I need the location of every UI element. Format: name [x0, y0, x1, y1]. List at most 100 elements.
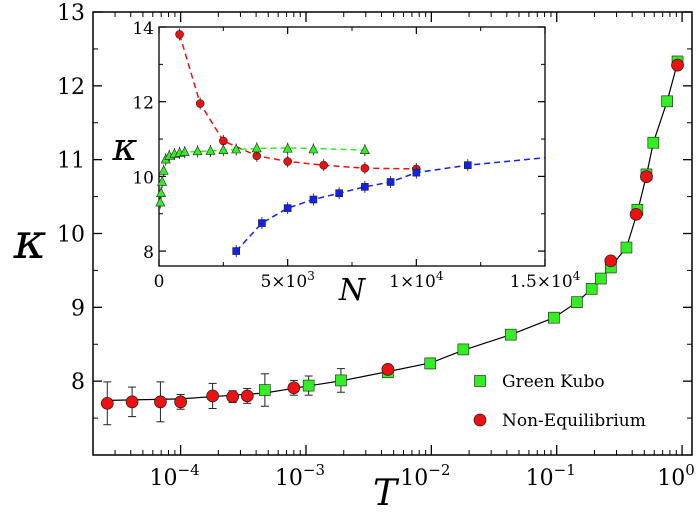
inset-point-triangle [308, 143, 319, 154]
inset-point-square [386, 178, 395, 186]
data-point-circle [640, 170, 653, 183]
inset-point-triangle [157, 176, 168, 186]
x-tick-exponent: −1 [554, 461, 576, 479]
y-tick-label: 11 [57, 149, 85, 174]
inset-point-square [309, 195, 318, 204]
inset-x-tick-base: 0 [154, 272, 165, 292]
data-point-circle [671, 58, 684, 72]
y-tick-label: 13 [57, 1, 85, 26]
data-point-square [585, 283, 598, 295]
inset-dashed-line [178, 34, 417, 170]
inset-x-tick-base: 1.5×10 [510, 272, 573, 292]
inset-x-tick-exponent: 3 [307, 269, 315, 283]
data-point-square [302, 379, 315, 392]
series-non-equilibrium [100, 58, 684, 426]
inset-point-circle [283, 157, 292, 166]
inset-point-circle [360, 163, 370, 173]
data-point-circle [226, 390, 239, 404]
y-axis-label: κ [13, 212, 47, 270]
data-point-square [457, 343, 470, 356]
x-tick-label: 10−3 [275, 461, 325, 491]
inset-point-triangle [179, 146, 190, 156]
inset-x-tick-label: 5×103 [260, 269, 314, 292]
legend: Green Kubo Non-Equilibrium [473, 372, 646, 431]
inset-series-square [232, 159, 472, 258]
inset-point-triangle [156, 187, 167, 197]
x-tick-label: 10−4 [150, 461, 200, 491]
inset-point-square [283, 204, 292, 212]
data-point-square [548, 311, 560, 324]
inset-point-square [258, 219, 266, 227]
data-point-circle [154, 395, 167, 409]
inset-x-tick-label: 1×104 [389, 269, 444, 292]
x-tick-exponent: −4 [178, 461, 200, 479]
inset-point-triangle [205, 145, 216, 155]
x-tick-label: 100 [657, 461, 695, 491]
data-point-circle [125, 395, 139, 409]
x-tick-base: 10 [526, 466, 554, 491]
data-point-circle [174, 395, 187, 409]
inset-point-triangle [282, 143, 293, 153]
main-data-marks [100, 55, 684, 426]
inset-point-circle [219, 136, 228, 146]
x-tick-label: 10−1 [526, 461, 576, 491]
inset-dashed-line [235, 156, 546, 252]
x-tick-base: 10 [400, 466, 428, 491]
x-tick-exponent: −2 [428, 461, 450, 479]
inset-y-tick-label: 12 [132, 94, 154, 114]
x-tick-exponent: −3 [303, 461, 325, 479]
legend-marker-square [474, 375, 486, 387]
inset-plot-frame [158, 26, 546, 267]
x-tick-base: 10 [657, 466, 685, 491]
inset-data-marks [155, 28, 472, 258]
inset-point-triangle [158, 165, 169, 175]
inset-series-triangle [155, 142, 370, 209]
data-point-circle [240, 389, 254, 403]
inset-point-circle [319, 160, 328, 170]
inset-x-tick-exponent: 4 [573, 269, 581, 283]
data-point-square [571, 296, 583, 308]
inset-x-axis-label: N [338, 273, 367, 308]
inset-point-triangle [155, 196, 166, 207]
inset-point-triangle [192, 145, 203, 156]
inset-x-tick-label: 0 [154, 272, 165, 292]
inset-x-tick-exponent: 4 [436, 269, 444, 283]
x-tick-base: 10 [275, 466, 303, 491]
y-tick-label: 9 [71, 296, 85, 321]
data-point-square [595, 272, 607, 285]
data-point-square [335, 374, 347, 387]
inset-y-axis-label: κ [112, 125, 138, 169]
data-point-square [424, 357, 437, 370]
inset-x-tick-label: 1.5×104 [510, 269, 581, 292]
inset-point-square [232, 247, 240, 255]
legend-label: Non-Equilibrium [502, 411, 646, 431]
inset-point-square [335, 189, 343, 197]
inset-point-triangle [359, 144, 370, 155]
data-point-square [661, 95, 673, 108]
inset-point-circle [195, 99, 205, 108]
data-point-square [504, 328, 517, 341]
legend-label: Green Kubo [502, 372, 605, 392]
inset-y-tick-label: 10 [132, 168, 154, 188]
inset-point-triangle [251, 142, 262, 153]
inset-point-triangle [218, 144, 229, 155]
legend-marker-circle [473, 413, 487, 427]
y-tick-label: 8 [71, 370, 85, 395]
inset-y-tick-label: 14 [132, 19, 154, 39]
inset-x-tick-base: 1×10 [389, 272, 436, 292]
data-point-square [620, 241, 633, 254]
inset-y-tick-label: 8 [143, 243, 154, 263]
data-point-circle [100, 396, 114, 410]
data-point-circle [206, 389, 219, 403]
data-point-circle [381, 363, 395, 376]
data-point-circle [604, 254, 618, 268]
data-point-square [647, 136, 660, 149]
inset-point-square [463, 161, 472, 169]
data-point-circle [629, 207, 643, 221]
x-tick-exponent: 0 [685, 461, 695, 479]
